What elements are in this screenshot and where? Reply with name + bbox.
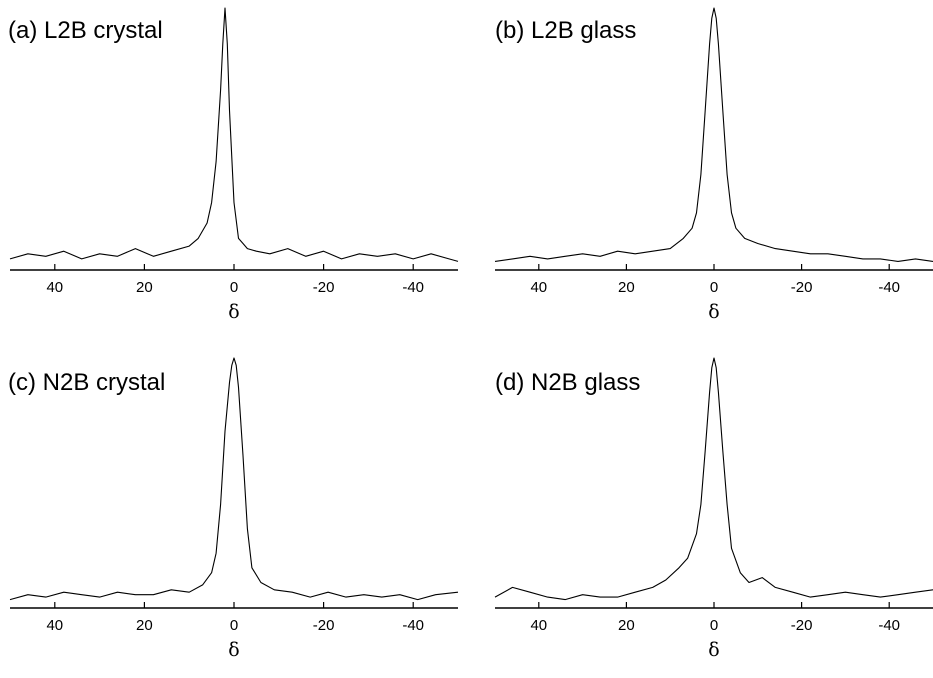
spectrum-panel-2: (c) N2B crystal 40 20 0 -20 -40 δ — [8, 357, 459, 661]
x-tick-label: 20 — [618, 279, 635, 296]
x-axis-label: δ — [228, 301, 239, 323]
x-tick-label: 40 — [530, 617, 547, 634]
x-axis-label: δ — [228, 639, 239, 661]
spectrum-line — [494, 357, 933, 601]
x-tick-label: 0 — [230, 279, 238, 296]
x-tick-label: 20 — [136, 617, 153, 634]
x-tick-label: -20 — [791, 617, 813, 634]
x-tick-label: 0 — [710, 617, 718, 634]
x-tick-label: 40 — [46, 617, 63, 634]
x-tick-label: 0 — [230, 617, 238, 634]
x-tick-label: -20 — [313, 617, 335, 634]
panel-title: (d) N2B glass — [495, 369, 640, 396]
x-tick-label: 40 — [530, 279, 547, 296]
panel-title: (b) L2B glass — [495, 17, 636, 44]
x-tick-label: -40 — [402, 279, 424, 296]
spectrum-line — [9, 357, 459, 601]
spectrum-line — [494, 7, 933, 262]
spectrum-panel-1: (b) L2B glass 40 20 0 -20 -40 δ — [494, 7, 933, 323]
x-tick-label: -20 — [791, 279, 813, 296]
x-tick-label: -40 — [878, 617, 900, 634]
x-tick-label: -40 — [878, 279, 900, 296]
x-axis-label: δ — [708, 301, 719, 323]
x-tick-label: 20 — [618, 617, 635, 634]
spectrum-line — [9, 7, 459, 262]
x-axis-label: δ — [708, 639, 719, 661]
x-tick-label: -20 — [313, 279, 335, 296]
spectrum-panel-3: (d) N2B glass 40 20 0 -20 -40 δ — [494, 357, 933, 661]
panel-title: (a) L2B crystal — [8, 17, 163, 44]
x-tick-label: 40 — [46, 279, 63, 296]
panel-title: (c) N2B crystal — [8, 369, 165, 396]
spectrum-panel-0: (a) L2B crystal 40 20 0 -20 -40 δ — [8, 7, 459, 323]
x-tick-label: 0 — [710, 279, 718, 296]
x-tick-label: 20 — [136, 279, 153, 296]
x-tick-label: -40 — [402, 617, 424, 634]
